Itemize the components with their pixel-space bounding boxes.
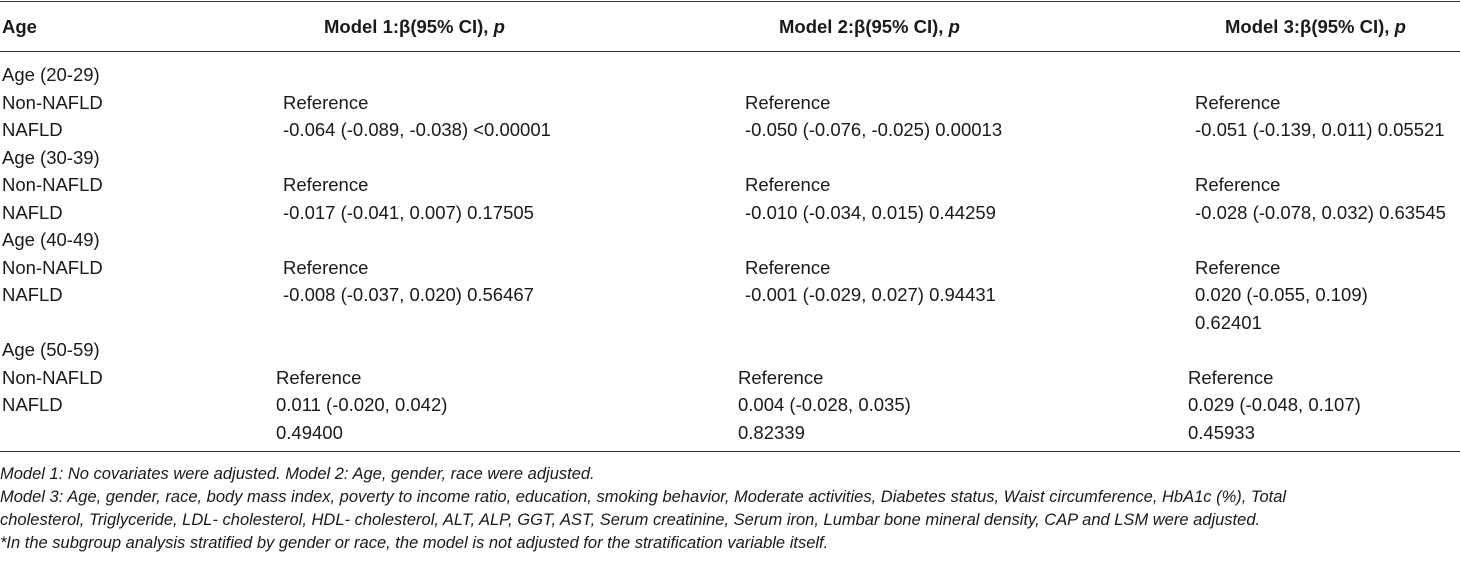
model-1-value: -0.064 (-0.089, -0.038) <0.00001 bbox=[283, 119, 551, 140]
row-label: NAFLD bbox=[2, 201, 63, 223]
model-1-value: 0.49400 bbox=[276, 421, 343, 443]
header-model-2: Model 2:β(95% CI), p bbox=[779, 16, 960, 37]
model-2-value: Reference bbox=[738, 366, 824, 388]
model-1-value: Reference bbox=[283, 91, 369, 113]
model-2-value: Reference bbox=[745, 174, 831, 195]
row-label: NAFLD bbox=[2, 119, 63, 140]
footnote: Model 1: No covariates were adjusted. Mo… bbox=[0, 465, 595, 483]
header-age: Age bbox=[2, 16, 37, 37]
model-3-value: 0.62401 bbox=[1195, 311, 1262, 333]
model-3-value: 0.029 (-0.048, 0.107) bbox=[1188, 394, 1361, 415]
row-label: Non-NAFLD bbox=[2, 91, 103, 113]
row-label: Non-NAFLD bbox=[2, 174, 103, 195]
model-1-value: -0.008 (-0.037, 0.020) 0.56467 bbox=[283, 284, 534, 305]
row-label: NAFLD bbox=[2, 284, 63, 305]
model-3-value: Reference bbox=[1195, 256, 1281, 278]
model-2-value: -0.050 (-0.076, -0.025) 0.00013 bbox=[745, 119, 1003, 140]
model-3-value: 0.45933 bbox=[1188, 421, 1255, 443]
model-3-value: -0.051 (-0.139, 0.011) 0.05521 bbox=[1195, 119, 1445, 140]
footnote: cholesterol, Triglyceride, LDL- choleste… bbox=[0, 511, 1261, 529]
model-2-value: -0.001 (-0.029, 0.027) 0.94431 bbox=[745, 284, 996, 305]
model-3-value: Reference bbox=[1188, 366, 1274, 388]
model-2-value: -0.010 (-0.034, 0.015) 0.44259 bbox=[745, 201, 996, 223]
header-model-1: Model 1:β(95% CI), p bbox=[324, 16, 505, 37]
row-label: Non-NAFLD bbox=[2, 256, 103, 278]
model-2-value: 0.82339 bbox=[738, 421, 805, 443]
row-label: Non-NAFLD bbox=[2, 366, 103, 388]
model-3-value: Reference bbox=[1195, 174, 1281, 195]
model-1-value: Reference bbox=[283, 256, 369, 278]
footnote: *In the subgroup analysis stratified by … bbox=[0, 534, 829, 552]
group-label: Age (50-59) bbox=[2, 339, 100, 360]
group-label: Age (40-49) bbox=[2, 229, 100, 250]
group-label: Age (20-29) bbox=[2, 64, 100, 85]
model-1-value: Reference bbox=[276, 366, 362, 388]
row-label: NAFLD bbox=[2, 394, 63, 415]
model-3-value: Reference bbox=[1195, 91, 1281, 113]
model-2-value: Reference bbox=[745, 91, 831, 113]
header-model-3: Model 3:β(95% CI), p bbox=[1225, 16, 1406, 37]
group-label: Age (30-39) bbox=[2, 146, 100, 168]
table-top-rule bbox=[0, 1, 1460, 2]
footnotes: Model 1: No covariates were adjusted. Mo… bbox=[0, 463, 1460, 555]
table-bottom-rule bbox=[0, 451, 1460, 452]
model-3-value: 0.020 (-0.055, 0.109) bbox=[1195, 284, 1368, 305]
footnote: Model 3: Age, gender, race, body mass in… bbox=[0, 488, 1287, 506]
model-1-value: 0.011 (-0.020, 0.042) bbox=[276, 394, 448, 415]
model-1-value: Reference bbox=[283, 174, 369, 195]
model-2-value: 0.004 (-0.028, 0.035) bbox=[738, 394, 911, 415]
model-1-value: -0.017 (-0.041, 0.007) 0.17505 bbox=[283, 201, 534, 223]
model-3-value: -0.028 (-0.078, 0.032) 0.63545 bbox=[1195, 201, 1446, 223]
model-2-value: Reference bbox=[745, 256, 831, 278]
header-rule bbox=[0, 51, 1460, 52]
